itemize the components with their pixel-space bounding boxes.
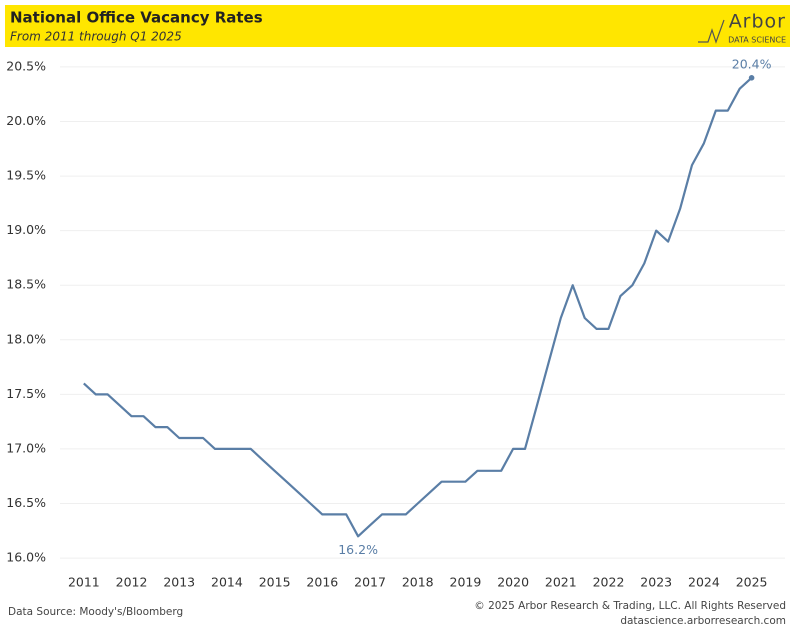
y-tick-label: 20.0% [6,113,46,128]
data-label: 20.4% [732,56,772,71]
data-label: 16.2% [338,542,378,557]
end-point [748,75,755,81]
x-tick-label: 2011 [68,575,100,590]
y-tick-label: 17.5% [6,386,46,401]
x-tick-label: 2022 [593,575,625,590]
y-tick-label: 18.0% [6,331,46,346]
series-line [83,76,753,538]
copyright: © 2025 Arbor Research & Trading, LLC. Al… [474,600,786,612]
source: Data Source: Moody's/Bloomberg [8,606,183,618]
y-tick-label: 16.5% [6,495,46,510]
x-tick-label: 2013 [163,575,195,590]
x-tick-label: 2015 [259,575,291,590]
y-tick-label: 16.0% [6,550,46,565]
header-band [5,5,790,47]
logo-subtitle: DATA SCIENCE [728,36,786,45]
y-tick-label: 19.5% [6,168,46,183]
x-tick-label: 2017 [354,575,386,590]
chart-subtitle: From 2011 through Q1 2025 [10,30,182,44]
y-tick-label: 17.0% [6,440,46,455]
y-tick-label: 18.5% [6,277,46,292]
x-tick-label: 2024 [688,575,720,590]
x-tick-label: 2019 [450,575,482,590]
x-tick-label: 2023 [640,575,672,590]
y-tick-label: 19.0% [6,222,46,237]
x-tick-label: 2020 [497,575,529,590]
chart-title: National Office Vacancy Rates [10,9,263,27]
x-tick-label: 2025 [736,575,768,590]
x-tick-label: 2014 [211,575,243,590]
plot-area: 16.0% 16.5% 17.0% 17.5% 18.0% 18.5% 19.0% 19.5%… [6,56,785,590]
x-tick-label: 2012 [116,575,148,590]
x-tick-label: 2016 [306,575,338,590]
x-tick-label: 2021 [545,575,577,590]
logo: Arbor [729,11,786,33]
logo-mark [698,19,725,44]
x-tick-label: 2018 [402,575,434,590]
y-tick-label: 20.5% [6,58,46,73]
website: datascience.arborresearch.com [620,615,786,627]
